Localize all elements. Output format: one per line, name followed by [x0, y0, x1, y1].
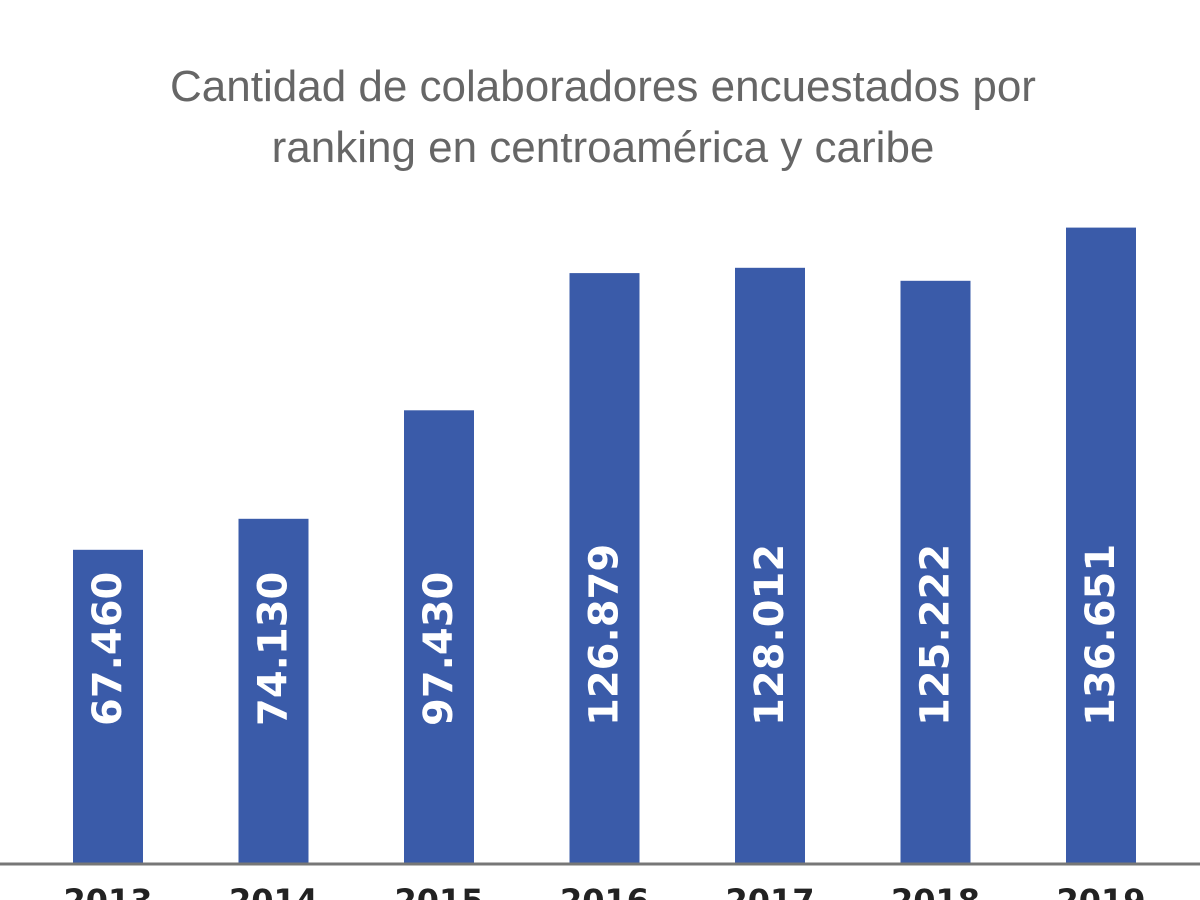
x-tick-label-2019: 2019 — [1056, 882, 1145, 900]
bar-2014 — [238, 518, 309, 864]
bar-2019 — [1066, 227, 1136, 865]
x-tick-label-2016: 2016 — [560, 882, 649, 900]
value-label-2014: 74.130 — [251, 572, 297, 726]
value-label-2016: 126.879 — [582, 544, 628, 726]
value-label-2013: 67.460 — [85, 572, 131, 726]
bar-2016 — [569, 273, 640, 865]
value-label-2018: 125.222 — [913, 544, 959, 726]
x-tick-label-2015: 2015 — [394, 882, 483, 900]
value-label-2019: 136.651 — [1078, 544, 1124, 726]
bar-2013 — [73, 549, 143, 864]
x-tick-label-2013: 2013 — [63, 882, 152, 900]
value-label-2015: 97.430 — [416, 572, 462, 726]
x-tick-labels: 2013 2014 2015 2016 2017 2018 2019 — [63, 882, 1145, 900]
x-tick-label-2018: 2018 — [891, 882, 980, 900]
x-tick-label-2017: 2017 — [725, 882, 814, 900]
bar-2017 — [735, 267, 805, 864]
x-tick-label-2014: 2014 — [229, 882, 318, 900]
chart-title-line-2: ranking en centroamérica y caribe — [272, 123, 935, 172]
value-label-2017: 128.012 — [747, 544, 793, 726]
bar-2018 — [900, 280, 971, 864]
bar-2015 — [404, 410, 474, 864]
chart-title-line-1: Cantidad de colaboradores encuestados po… — [170, 62, 1036, 111]
bars-group: 67.460 74.130 97.430 126.879 128.012 125.222 1… — [73, 227, 1136, 865]
